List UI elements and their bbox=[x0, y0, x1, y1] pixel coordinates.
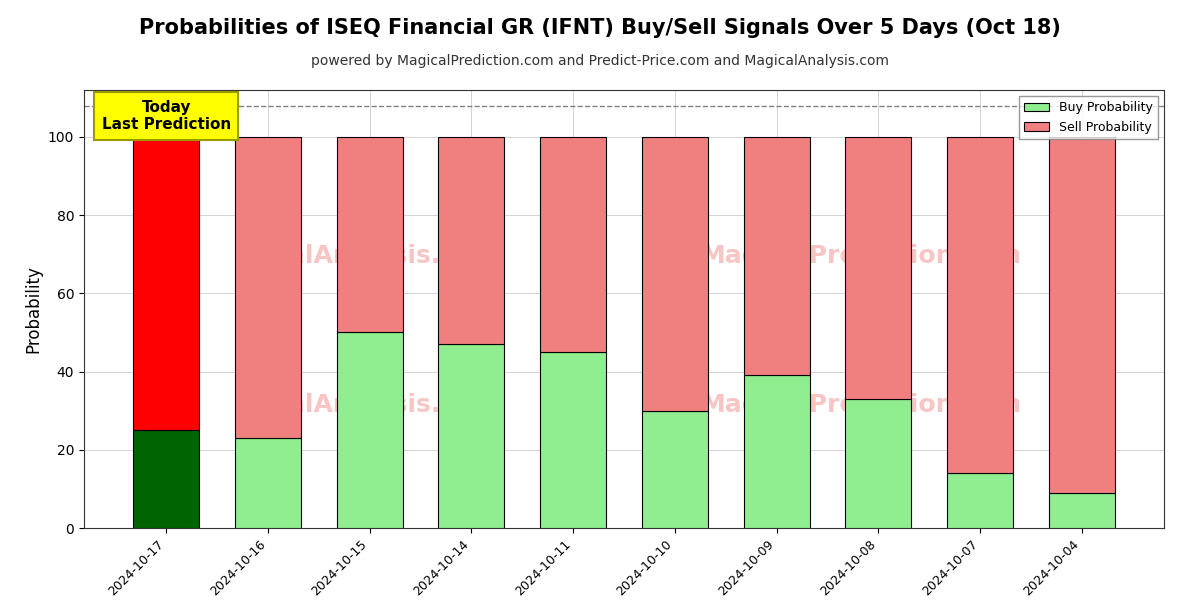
Text: MagicalPrediction.com: MagicalPrediction.com bbox=[701, 394, 1022, 418]
Bar bbox=[947, 137, 1013, 473]
Bar bbox=[1049, 493, 1115, 528]
Bar bbox=[235, 438, 301, 528]
Text: calAnalysis.com: calAnalysis.com bbox=[274, 244, 499, 268]
Y-axis label: Probability: Probability bbox=[24, 265, 42, 353]
Bar bbox=[336, 137, 403, 332]
Bar bbox=[947, 473, 1013, 528]
Text: MagicalPrediction.com: MagicalPrediction.com bbox=[701, 244, 1022, 268]
Bar bbox=[845, 137, 912, 399]
Bar bbox=[744, 137, 810, 376]
Bar bbox=[133, 137, 199, 430]
Bar bbox=[642, 410, 708, 528]
Bar bbox=[336, 332, 403, 528]
Bar bbox=[540, 137, 606, 352]
Bar bbox=[1049, 137, 1115, 493]
Bar bbox=[642, 137, 708, 410]
Text: Probabilities of ISEQ Financial GR (IFNT) Buy/Sell Signals Over 5 Days (Oct 18): Probabilities of ISEQ Financial GR (IFNT… bbox=[139, 18, 1061, 38]
Text: calAnalysis.com: calAnalysis.com bbox=[274, 394, 499, 418]
Text: powered by MagicalPrediction.com and Predict-Price.com and MagicalAnalysis.com: powered by MagicalPrediction.com and Pre… bbox=[311, 54, 889, 68]
Bar bbox=[133, 430, 199, 528]
Bar bbox=[438, 344, 504, 528]
Legend: Buy Probability, Sell Probability: Buy Probability, Sell Probability bbox=[1019, 96, 1158, 139]
Bar bbox=[438, 137, 504, 344]
Bar bbox=[744, 376, 810, 528]
Bar bbox=[540, 352, 606, 528]
Text: Today
Last Prediction: Today Last Prediction bbox=[102, 100, 230, 132]
Bar bbox=[235, 137, 301, 438]
Bar bbox=[845, 399, 912, 528]
